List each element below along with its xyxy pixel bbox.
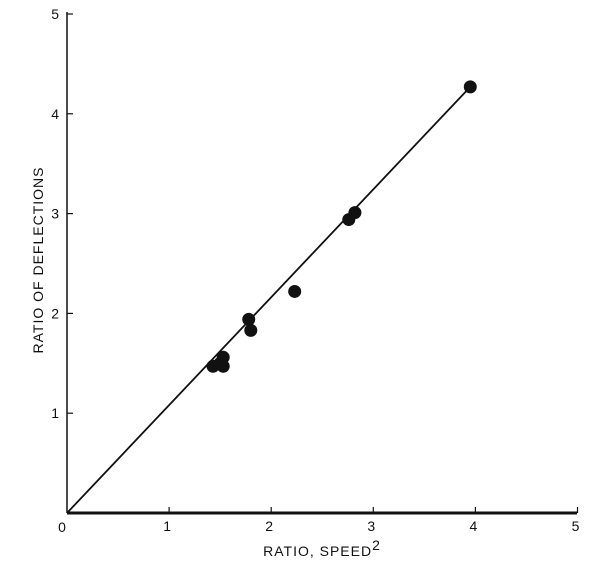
y-tick-label: 1 <box>51 405 59 421</box>
x-tick-label: 4 <box>470 518 478 534</box>
data-point <box>242 312 256 326</box>
data-point <box>463 80 477 94</box>
data-point <box>216 350 230 364</box>
data-points <box>206 80 477 373</box>
y-tick-label: 5 <box>51 6 59 22</box>
data-point <box>216 359 230 373</box>
x-tick-label: 5 <box>572 518 580 534</box>
x-tick-label: 1 <box>163 518 171 534</box>
y-tick-label: 4 <box>51 106 59 122</box>
ticks <box>67 13 579 513</box>
x-tick-label: 2 <box>265 518 273 534</box>
y-axis-label: RATIO OF DEFLECTIONS <box>30 167 46 354</box>
y-tick-label: 2 <box>51 305 59 321</box>
data-point <box>288 284 302 298</box>
fit-line <box>66 86 471 514</box>
x-axis-label: RATIO, SPEED2 <box>263 537 381 559</box>
data-point <box>348 206 362 220</box>
axes <box>66 12 577 515</box>
tick-labels: 1 2 3 4 5 1 2 3 4 5 <box>51 6 579 534</box>
origin-label: 0 <box>58 519 66 535</box>
y-tick-label: 3 <box>51 206 59 222</box>
x-tick-label: 3 <box>367 518 375 534</box>
x-axis-label-superscript: 2 <box>372 537 381 553</box>
x-axis-label-text: RATIO, SPEED <box>263 543 372 559</box>
data-point <box>244 323 258 337</box>
